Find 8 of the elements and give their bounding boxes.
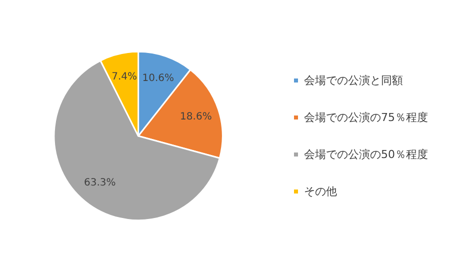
data-label: 63.3% (84, 177, 116, 188)
legend-label: 会場での公演の50％程度 (304, 148, 428, 161)
legend-label: 会場での公演と同額 (304, 74, 403, 87)
data-label: 7.4% (112, 71, 137, 82)
legend-label: 会場での公演の75％程度 (304, 111, 428, 124)
legend-label: その他 (304, 185, 337, 198)
data-label: 18.6% (180, 111, 212, 122)
data-label: 10.6% (142, 73, 174, 84)
